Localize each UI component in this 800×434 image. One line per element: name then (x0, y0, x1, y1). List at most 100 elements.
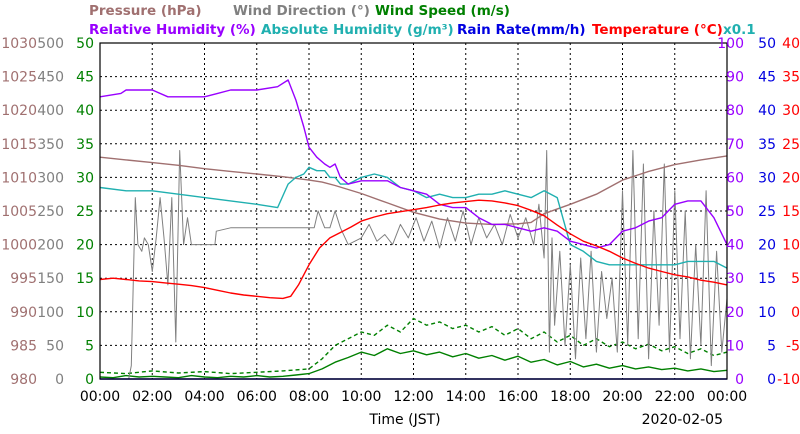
tick-label-wind_direction: 450 (37, 70, 64, 86)
legend-item: x0.1 (723, 22, 756, 38)
tick-label-time: 16:00 (498, 389, 538, 405)
tick-label-wind_speed: 10 (76, 305, 94, 321)
tick-label-rain: 10 (758, 305, 776, 321)
tick-label-temperature: 30 (782, 103, 800, 119)
tick-label-wind_speed: 5 (85, 338, 94, 354)
tick-label-wind_speed: 20 (76, 238, 94, 254)
tick-label-wind_direction: 200 (37, 238, 64, 254)
tick-label-humidity: 100 (717, 36, 744, 52)
series-absolute-humidity-g-m (99, 166, 728, 269)
tick-label-time: 22:00 (655, 389, 695, 405)
tick-label-pressure: 1030 (1, 36, 37, 52)
tick-label-wind_direction: 250 (37, 204, 64, 220)
tick-label-time: 06:00 (237, 389, 277, 405)
plot-frame (99, 42, 728, 380)
tick-label-rain: 5 (767, 338, 776, 354)
tick-label-temperature: 20 (782, 170, 800, 186)
tick-label-wind_direction: 350 (37, 137, 64, 153)
tick-label-temperature: 0 (791, 305, 800, 321)
series-wind-direction (100, 150, 728, 380)
tick-label-temperature: 25 (782, 137, 800, 153)
series-temperature-c (99, 199, 728, 300)
tick-label-wind_speed: 40 (76, 103, 94, 119)
tick-label-rain: 15 (758, 271, 776, 287)
tick-label-humidity: 20 (726, 305, 744, 321)
tick-label-wind_direction: 150 (37, 271, 64, 287)
tick-label-pressure: 995 (10, 271, 37, 287)
tick-label-humidity: 70 (726, 137, 744, 153)
tick-label-pressure: 990 (10, 305, 37, 321)
tick-label-temperature: 5 (791, 271, 800, 287)
tick-label-humidity: 30 (726, 271, 744, 287)
tick-label-pressure: 1020 (1, 103, 37, 119)
tick-label-humidity: 10 (726, 338, 744, 354)
tick-label-wind_speed: 25 (76, 204, 94, 220)
tick-label-rain: 40 (758, 103, 776, 119)
tick-label-wind_speed: 45 (76, 70, 94, 86)
chart-date: 2020-02-05 (642, 412, 723, 428)
tick-label-rain: 0 (767, 372, 776, 388)
series-wind-gust-m-s (99, 317, 728, 375)
tick-label-pressure: 980 (10, 372, 37, 388)
tick-label-rain: 25 (758, 204, 776, 220)
axis-ticks: 9809859909951000100510101015102010251030… (1, 36, 800, 405)
tick-label-time: 08:00 (289, 389, 329, 405)
tick-label-temperature: 10 (782, 238, 800, 254)
tick-label-humidity: 60 (726, 170, 744, 186)
series-wind-speed-m-s (99, 348, 728, 379)
tick-label-temperature: -10 (777, 372, 800, 388)
tick-label-wind_direction: 0 (55, 372, 64, 388)
tick-label-pressure: 1005 (1, 204, 37, 220)
tick-label-time: 00:00 (707, 389, 747, 405)
tick-label-wind_direction: 300 (37, 170, 64, 186)
tick-label-temperature: 40 (782, 36, 800, 52)
tick-label-pressure: 1000 (1, 238, 37, 254)
tick-label-time: 00:00 (80, 389, 120, 405)
tick-label-wind_direction: 400 (37, 103, 64, 119)
tick-label-humidity: 90 (726, 70, 744, 86)
tick-label-time: 12:00 (393, 389, 433, 405)
tick-label-temperature: 35 (782, 70, 800, 86)
tick-label-time: 18:00 (550, 389, 590, 405)
legend-item: Relative Humidity (%) (89, 22, 256, 38)
series-pressure-hpa (99, 155, 728, 226)
tick-label-humidity: 80 (726, 103, 744, 119)
tick-label-temperature: -5 (786, 338, 800, 354)
tick-label-wind_speed: 50 (76, 36, 94, 52)
tick-label-temperature: 15 (782, 204, 800, 220)
legend-item: Absolute Humidity (g/m³) (261, 22, 454, 38)
grid (100, 43, 727, 379)
axis-labels: Time (JST) 2020-02-05 (368, 412, 723, 428)
legend: Pressure (hPa) Wind Direction (°) Wind Spe… (89, 3, 756, 38)
tick-label-time: 04:00 (184, 389, 224, 405)
tick-label-pressure: 1015 (1, 137, 37, 153)
tick-label-time: 14:00 (446, 389, 486, 405)
tick-label-wind_speed: 35 (76, 137, 94, 153)
tick-label-wind_speed: 15 (76, 271, 94, 287)
tick-label-rain: 20 (758, 238, 776, 254)
series-layer (99, 79, 728, 380)
tick-label-humidity: 0 (735, 372, 744, 388)
tick-label-rain: 50 (758, 36, 776, 52)
tick-label-pressure: 1010 (1, 170, 37, 186)
tick-label-rain: 30 (758, 170, 776, 186)
plot-border (99, 42, 728, 380)
tick-label-wind_speed: 0 (85, 372, 94, 388)
x-axis-title: Time (JST) (368, 412, 440, 428)
tick-label-wind_speed: 30 (76, 170, 94, 186)
legend-item: Temperature (°C) (592, 22, 723, 38)
tick-label-rain: 45 (758, 70, 776, 86)
tick-label-pressure: 985 (10, 338, 37, 354)
legend-item: Wind Speed (m/s) (375, 3, 510, 19)
tick-label-time: 20:00 (602, 389, 642, 405)
tick-label-rain: 35 (758, 137, 776, 153)
legend-item: Pressure (hPa) (89, 3, 202, 19)
tick-label-time: 02:00 (132, 389, 172, 405)
tick-label-time: 10:00 (341, 389, 381, 405)
series-relative-humidity (99, 79, 728, 249)
tick-label-humidity: 50 (726, 204, 744, 220)
tick-label-pressure: 1025 (1, 70, 37, 86)
tick-label-wind_direction: 100 (37, 305, 64, 321)
legend-item: Rain Rate(mm/h) (457, 22, 586, 38)
